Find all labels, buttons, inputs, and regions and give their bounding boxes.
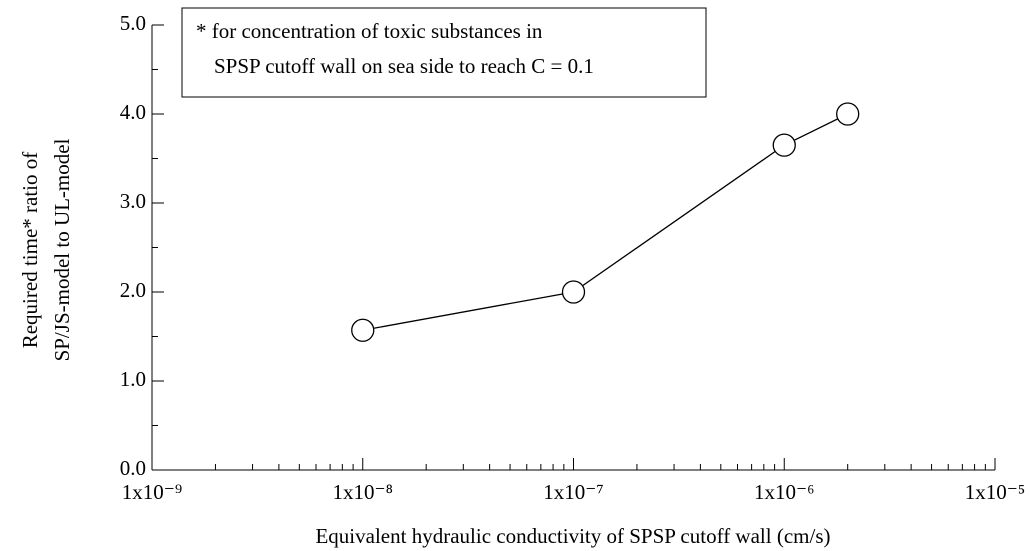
y-tick-label: 4.0	[120, 100, 146, 124]
marker	[351, 318, 375, 342]
line	[362, 113, 848, 331]
annotation: * for concentration of toxic substances …	[196, 19, 543, 43]
y-axis-label: SP/JS-model to UL-model	[50, 138, 74, 361]
x-tick-label: 1x10⁻⁷	[543, 480, 603, 504]
x-tick-label: 1x10⁻⁵	[965, 480, 1025, 504]
y-tick-label: 5.0	[120, 11, 146, 35]
marker	[561, 280, 586, 304]
y-tick-label: 1.0	[120, 367, 146, 391]
annotation-box	[181, 7, 707, 98]
marker	[836, 102, 860, 126]
y-tick-label: 2.0	[120, 278, 146, 302]
x-tick-label: 1x10⁻⁹	[122, 480, 182, 504]
annotation: SPSP cutoff wall on sea side to reach C …	[214, 54, 594, 78]
y-tick-label: 0.0	[120, 456, 146, 480]
x-tick-label: 1x10⁻⁶	[754, 480, 814, 504]
y-tick-label: 3.0	[120, 189, 146, 213]
y-axis-label: Required time* ratio of	[18, 152, 42, 349]
x-axis-label: Equivalent hydraulic conductivity of SPS…	[315, 524, 830, 548]
x-tick-label: 1x10⁻⁸	[333, 480, 393, 504]
marker	[772, 133, 796, 157]
